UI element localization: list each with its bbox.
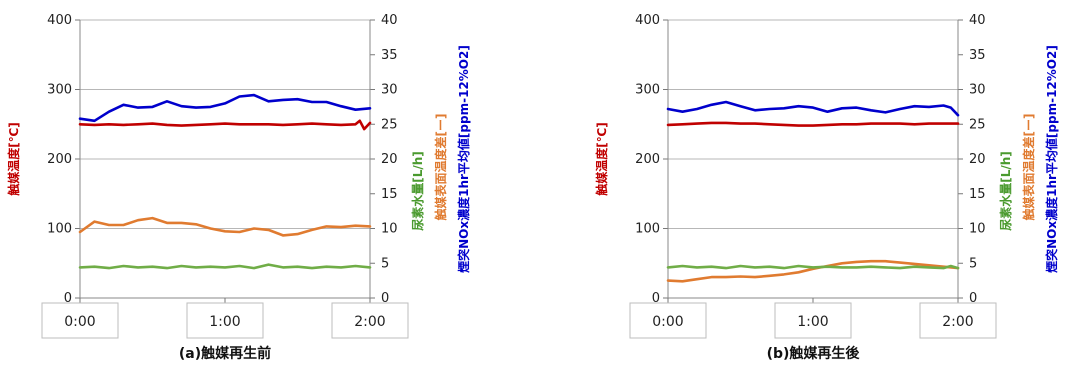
right-axis-tick-label: 35 bbox=[381, 48, 398, 63]
series-line bbox=[666, 121, 960, 127]
x-axis-tick-label: 2:00 bbox=[354, 314, 385, 330]
right-axis-tick-label: 5 bbox=[381, 256, 389, 271]
left-axis-tick-label: 0 bbox=[64, 291, 72, 306]
right-axis-title: 尿素水量[L/h] bbox=[410, 151, 425, 231]
x-axis-tick-label: 1:00 bbox=[209, 314, 240, 330]
chart-a-svg: 0 100 200 300 400 0 5 10 15 20 25 30 35 40 0:00 1:00 2:0… bbox=[6, 13, 471, 362]
x-tick-label-box bbox=[186, 302, 264, 339]
x-tick-label-box bbox=[629, 302, 707, 339]
series-line bbox=[78, 119, 372, 131]
right-axis-tick-label: 0 bbox=[381, 291, 389, 306]
x-tick-label-box bbox=[919, 302, 997, 339]
right-axis-tick-label: 20 bbox=[969, 152, 986, 167]
right-axis-tick-label: 15 bbox=[969, 187, 986, 202]
left-axis-title: 触媒温度[℃] bbox=[594, 122, 609, 196]
x-axis-tick-label: 2:00 bbox=[942, 314, 973, 330]
chart-panel-a: 0 100 200 300 400 0 5 10 15 20 25 30 35 40 0:00 1:00 2:0… bbox=[0, 0, 520, 365]
right-axis-title: 触媒表面温度差[ー] bbox=[433, 114, 448, 221]
right-axis-tick-label: 25 bbox=[381, 117, 398, 132]
right-axis-tick-label: 5 bbox=[969, 256, 977, 271]
x-axis-tick-label: 0:00 bbox=[652, 314, 683, 330]
right-axis-tick-label: 0 bbox=[969, 291, 977, 306]
left-axis-tick-label: 0 bbox=[652, 291, 660, 306]
series-line bbox=[78, 263, 372, 270]
left-axis-tick-label: 400 bbox=[47, 13, 72, 28]
left-axis-tick-label: 100 bbox=[47, 222, 72, 237]
right-axis-tick-label: 40 bbox=[381, 13, 398, 28]
x-axis-tick-label: 0:00 bbox=[64, 314, 95, 330]
right-axis-tick-label: 20 bbox=[381, 152, 398, 167]
left-axis-tick-label: 400 bbox=[635, 13, 660, 28]
series-line bbox=[78, 93, 372, 123]
left-axis-title: 触媒温度[℃] bbox=[6, 122, 21, 196]
right-axis-title: 煙突NOx濃度1hr平均値[ppm-12%O2] bbox=[1044, 45, 1059, 273]
chart-caption: (a)触媒再生前 bbox=[179, 345, 271, 362]
series-line bbox=[666, 264, 960, 270]
right-axis-tick-label: 10 bbox=[381, 222, 398, 237]
right-axis-title: 尿素水量[L/h] bbox=[998, 151, 1013, 231]
right-axis-tick-label: 40 bbox=[969, 13, 986, 28]
left-axis-tick-label: 200 bbox=[47, 152, 72, 167]
left-axis-tick-label: 300 bbox=[47, 83, 72, 98]
right-axis-tick-label: 30 bbox=[381, 83, 398, 98]
x-axis-tick-label: 1:00 bbox=[797, 314, 828, 330]
left-axis-tick-label: 100 bbox=[635, 222, 660, 237]
right-axis-tick-label: 15 bbox=[381, 187, 398, 202]
x-tick-label-box bbox=[331, 302, 409, 339]
x-tick-label-box bbox=[774, 302, 852, 339]
right-axis-title: 煙突NOx濃度1hr平均値[ppm-12%O2] bbox=[456, 45, 471, 273]
chart-caption: (b)触媒再生後 bbox=[767, 345, 861, 362]
right-axis-tick-label: 10 bbox=[969, 222, 986, 237]
chart-b-svg: 0 100 200 300 400 0 5 10 15 20 25 30 35 40 0:00 1:00 2:0… bbox=[594, 13, 1059, 362]
left-axis-tick-label: 300 bbox=[635, 83, 660, 98]
chart-panel-b: 0 100 200 300 400 0 5 10 15 20 25 30 35 40 0:00 1:00 2:0… bbox=[588, 0, 1069, 365]
x-tick-label-box bbox=[41, 302, 119, 339]
series-line bbox=[666, 100, 960, 117]
right-axis-tick-label: 35 bbox=[969, 48, 986, 63]
left-axis-tick-label: 200 bbox=[635, 152, 660, 167]
right-axis-tick-label: 25 bbox=[969, 117, 986, 132]
right-axis-title: 触媒表面温度差[ー] bbox=[1021, 114, 1036, 221]
series-line bbox=[78, 216, 372, 237]
series-line bbox=[666, 259, 960, 283]
right-axis-tick-label: 30 bbox=[969, 83, 986, 98]
